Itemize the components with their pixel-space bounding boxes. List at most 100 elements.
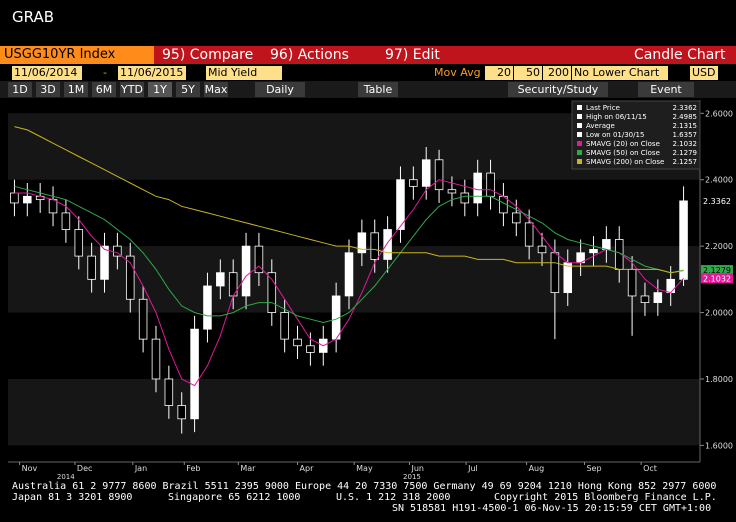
candle-body: [10, 192, 19, 204]
price-tag-label: 2.3362: [703, 197, 731, 206]
candle-body: [409, 179, 418, 187]
period-button[interactable]: YTD: [120, 82, 144, 97]
candle-body: [190, 328, 199, 420]
price-tag-label: 2.1279: [703, 266, 731, 275]
ticker-field[interactable]: USGG10YR Index: [0, 46, 154, 64]
candle-body: [216, 272, 225, 287]
settings-row: 11/06/2014 - 11/06/2015 Mid Yield Mov Av…: [0, 65, 736, 81]
field-select[interactable]: Mid Yield: [206, 66, 282, 80]
legend-value: 2.1315: [673, 122, 698, 130]
y-tick-label: 1.6000: [705, 441, 733, 450]
legend-swatch: [577, 132, 582, 137]
event-button[interactable]: Event: [638, 82, 694, 97]
moving-average-line: [14, 185, 684, 324]
legend-swatch: [577, 105, 582, 110]
legend-swatch: [577, 141, 582, 146]
end-date[interactable]: 11/06/2015: [118, 66, 186, 80]
candle-body: [383, 229, 392, 260]
candle-body: [524, 222, 534, 247]
candle-body: [640, 295, 650, 303]
candle-body: [666, 278, 675, 294]
ma-input[interactable]: 50: [514, 66, 542, 80]
candle-body: [280, 312, 289, 340]
grid-band: [8, 378, 700, 446]
moving-average-line: [14, 179, 684, 387]
footer-line: Japan 81 3 3201 8900: [12, 492, 133, 503]
grid-band: [8, 246, 700, 313]
ma-input[interactable]: 20: [485, 66, 513, 80]
x-tick-label: Mar: [240, 464, 256, 473]
period-button[interactable]: 6M: [92, 82, 116, 97]
legend-box: [571, 100, 701, 170]
candle-body: [370, 232, 379, 260]
candle-body: [550, 252, 560, 294]
candle-body: [460, 192, 470, 204]
price-tag: [701, 195, 733, 206]
period-row: Daily Table Security/Study Event 1D 3D 1M 6…: [0, 81, 736, 98]
edit-button[interactable]: 97) Edit: [385, 47, 440, 63]
legend-swatch: [577, 159, 582, 164]
x-tick-label: Jul: [467, 464, 478, 473]
date-dash: -: [103, 66, 107, 79]
ma-input[interactable]: 200: [543, 66, 571, 80]
candle-body: [357, 232, 367, 254]
candle-body: [421, 159, 431, 187]
candle-body: [203, 285, 212, 330]
legend-label: High on 06/11/15: [586, 113, 647, 121]
price-tag: [701, 265, 733, 276]
x-tick-label: Apr: [300, 464, 315, 473]
footer-line: Australia 61 2 9777 8600 Brazil 5511 239…: [12, 481, 717, 492]
year-label: 2015: [403, 473, 421, 480]
candle-body: [537, 245, 547, 254]
price-tag: [701, 273, 733, 284]
legend-value: 2.1257: [673, 158, 698, 166]
x-tick-label: Aug: [529, 464, 545, 473]
legend-value: 2.4985: [673, 113, 698, 121]
period-button[interactable]: 1M: [64, 82, 88, 97]
legend-label: Last Price: [586, 104, 620, 112]
candle-body: [113, 245, 122, 257]
candle-body: [254, 245, 264, 274]
candle-body: [396, 179, 405, 230]
candle-body: [48, 199, 58, 214]
x-tick-label: Jan: [134, 464, 147, 473]
candle-body: [23, 195, 32, 204]
period-button[interactable]: 1Y: [148, 82, 172, 97]
candle-body: [679, 200, 688, 280]
chart-type[interactable]: Candle Chart: [634, 47, 726, 63]
compare-button[interactable]: 95) Compare: [162, 47, 254, 63]
currency-select[interactable]: USD: [690, 66, 718, 80]
x-tick-label: Oct: [643, 464, 657, 473]
candle-body: [512, 212, 521, 224]
candle-body: [602, 239, 611, 250]
candle-body: [164, 378, 174, 406]
candle-body: [241, 245, 251, 297]
window-title: GRAB: [12, 8, 54, 26]
legend-label: SMAVG (50) on Close: [586, 149, 660, 157]
lower-chart-select[interactable]: No Lower Chart: [572, 66, 668, 80]
period-button[interactable]: 5Y: [176, 82, 200, 97]
candle-body: [563, 262, 573, 294]
legend-label: SMAVG (20) on Close: [586, 140, 660, 148]
candle-body: [447, 189, 457, 194]
period-button[interactable]: 3D: [36, 82, 60, 97]
study-button[interactable]: Security/Study: [508, 82, 608, 97]
candle-body: [627, 268, 637, 297]
actions-button[interactable]: 96) Actions: [270, 47, 349, 63]
candle-body: [138, 298, 148, 340]
frequency-select[interactable]: Daily: [255, 82, 305, 97]
price-tag-label: 2.1032: [703, 274, 731, 283]
legend-value: 2.3362: [673, 104, 698, 112]
candle-body: [61, 212, 71, 230]
x-tick-label: May: [356, 464, 373, 473]
period-button[interactable]: 1D: [8, 82, 32, 97]
period-button[interactable]: Max: [204, 82, 228, 97]
x-tick-label: Feb: [186, 464, 200, 473]
candle-body: [486, 172, 495, 197]
legend-label: Average: [586, 122, 615, 130]
table-button[interactable]: Table: [358, 82, 398, 97]
start-date[interactable]: 11/06/2014: [12, 66, 82, 80]
candle-body: [306, 345, 315, 353]
moving-average-line: [14, 126, 684, 274]
y-tick-label: 1.8000: [705, 375, 733, 384]
